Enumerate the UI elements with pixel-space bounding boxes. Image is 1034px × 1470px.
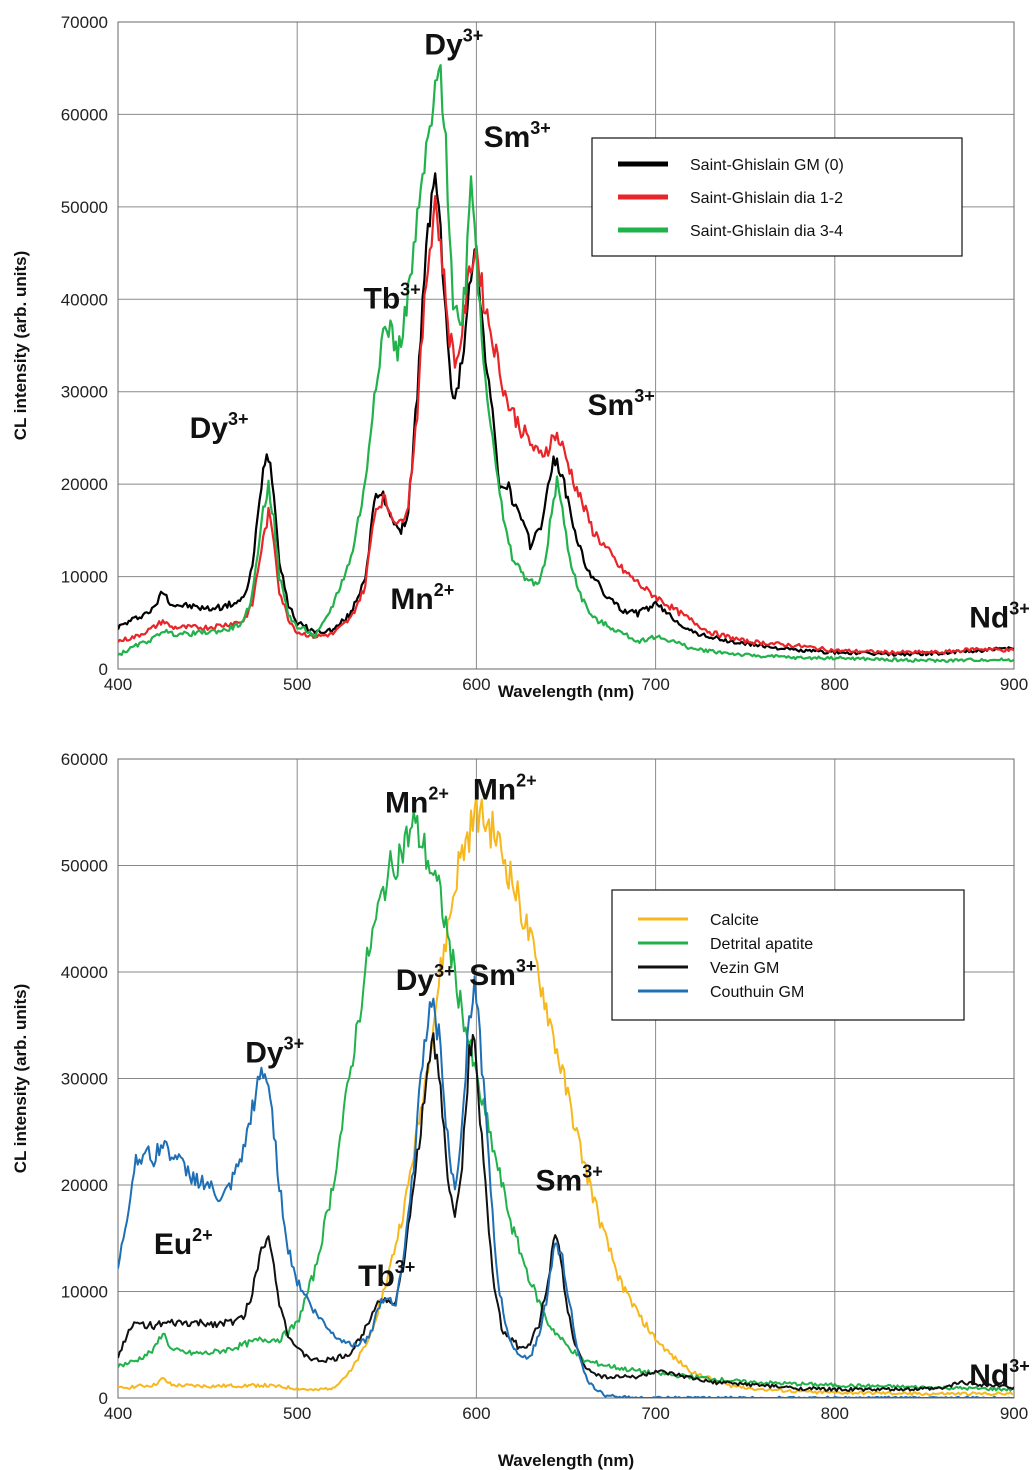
ion-charge: 3+: [400, 280, 421, 300]
ion-annotation: Mn2+: [473, 770, 537, 806]
x-tick-label: 900: [1000, 1404, 1028, 1423]
ion-annotation: Dy3+: [190, 409, 249, 445]
x-tick-label: 700: [641, 1404, 669, 1423]
x-tick-label: 400: [104, 1404, 132, 1423]
series-line: [118, 794, 1014, 1397]
ion-charge: 3+: [463, 25, 484, 45]
ion-annotation: Nd3+: [969, 1356, 1030, 1392]
y-axis-title: CL intensity (arb. units): [11, 984, 30, 1174]
chart-top: 400 500 600 700 800 900 0 10000 20000 30000 40000 5…: [11, 13, 1030, 701]
x-tick-label: 900: [1000, 675, 1028, 694]
ion-annotation: Eu2+: [154, 1225, 213, 1261]
y-tick-label: 0: [99, 1389, 108, 1408]
y-tick-label: 40000: [61, 963, 108, 982]
y-tick-label: 40000: [61, 290, 108, 309]
ion-annotation: Dy3+: [245, 1034, 304, 1070]
ion-charge: 3+: [634, 386, 655, 406]
legend-label: Calcite: [710, 912, 759, 929]
ion-annotation: Tb3+: [358, 1257, 415, 1293]
ion-charge: 3+: [284, 1034, 305, 1054]
y-tick-label: 10000: [61, 1283, 108, 1302]
legend-label: Saint-Ghislain dia 3-4: [690, 223, 843, 240]
x-tick-label: 700: [641, 675, 669, 694]
x-axis-title: Wavelength (nm): [498, 682, 634, 701]
x-tick-label: 800: [821, 675, 849, 694]
y-tick-label: 0: [99, 660, 108, 679]
x-axis-title: Wavelength (nm): [498, 1451, 634, 1470]
ion-annotation: Sm3+: [469, 956, 536, 992]
series-line: [118, 195, 1014, 656]
x-tick-label: 500: [283, 1404, 311, 1423]
ion-annotation: Tb3+: [364, 280, 421, 316]
y-tick-label: 30000: [61, 1070, 108, 1089]
x-tick-label: 500: [283, 675, 311, 694]
legend-label: Saint-Ghislain dia 1-2: [690, 190, 843, 207]
y-tick-label: 60000: [61, 105, 108, 124]
ion-charge: 2+: [516, 770, 537, 790]
ion-annotation: Mn2+: [385, 783, 449, 819]
y-tick-label: 30000: [61, 383, 108, 402]
ion-charge: 3+: [434, 961, 455, 981]
x-tick-label: 400: [104, 675, 132, 694]
y-tick-label: 50000: [61, 198, 108, 217]
ion-charge: 2+: [434, 580, 455, 600]
ion-charge: 2+: [192, 1225, 213, 1245]
x-tick-label: 600: [462, 1404, 490, 1423]
legend-label: Couthuin GM: [710, 984, 804, 1001]
chart-bottom: 400 500 600 700 800 900 0 10000 20000 30000 40000 5…: [11, 750, 1030, 1470]
ion-charge: 3+: [582, 1161, 603, 1181]
y-axis-title: CL intensity (arb. units): [11, 251, 30, 441]
x-tick-label: 800: [821, 1404, 849, 1423]
ion-charge: 3+: [516, 956, 537, 976]
ion-annotation: Dy3+: [424, 25, 483, 61]
plot-frame: [117, 21, 1015, 670]
ion-charge: 3+: [395, 1257, 416, 1277]
plot-frame: [117, 758, 1015, 1399]
series-line: [118, 810, 1014, 1392]
ion-charge: 2+: [428, 783, 449, 803]
x-tick-label: 600: [462, 675, 490, 694]
series-line: [118, 975, 1014, 1398]
ion-charge: 3+: [1009, 598, 1030, 618]
ion-charge: 3+: [530, 118, 551, 138]
y-tick-label: 10000: [61, 568, 108, 587]
y-tick-label: 20000: [61, 1176, 108, 1195]
ion-annotation: Sm3+: [588, 386, 655, 422]
y-tick-label: 60000: [61, 750, 108, 769]
ion-annotation: Mn2+: [390, 580, 454, 616]
series-line: [118, 1032, 1014, 1393]
ion-annotation: Nd3+: [969, 598, 1030, 634]
y-tick-label: 20000: [61, 475, 108, 494]
ion-charge: 3+: [1009, 1356, 1030, 1376]
ion-annotation: Dy3+: [396, 961, 455, 997]
legend-label: Saint-Ghislain GM (0): [690, 157, 844, 174]
y-tick-label: 70000: [61, 13, 108, 32]
legend-label: Detrital apatite: [710, 936, 813, 953]
ion-charge: 3+: [228, 409, 249, 429]
legend-box: [611, 889, 965, 1021]
legend-label: Vezin GM: [710, 960, 779, 977]
y-tick-label: 50000: [61, 857, 108, 876]
ion-annotation: Sm3+: [484, 118, 551, 154]
series-line: [118, 63, 1014, 663]
